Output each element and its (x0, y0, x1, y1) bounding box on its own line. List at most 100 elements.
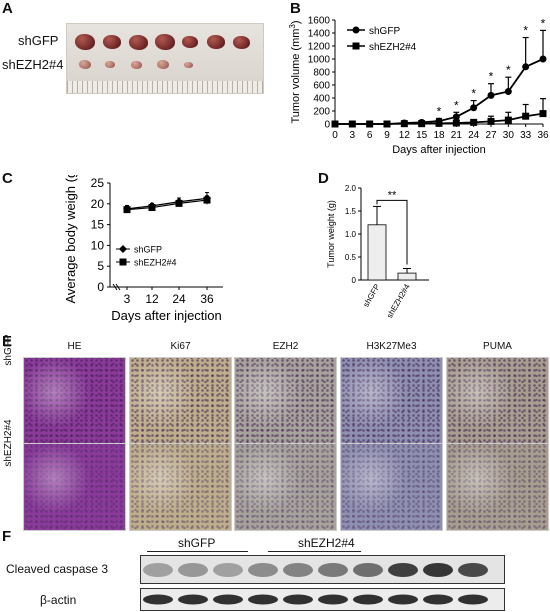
y-tick-label: 10 (91, 238, 105, 252)
band-actin (248, 594, 278, 605)
data-point-shEZH2#4 (331, 120, 339, 128)
data-point-shEZH2#4 (539, 110, 547, 118)
band-caspase (458, 563, 488, 577)
x-tick-label: shEZH2#4 (385, 282, 412, 320)
y-tick-label: 20 (91, 197, 105, 211)
tumor-shgfp (75, 34, 95, 50)
ihc-row-label-shezh2: shEZH2#4 (3, 419, 14, 467)
ihc-column-header: H3K27Me3 (366, 341, 417, 352)
band-actin (423, 594, 453, 605)
band-actin (213, 594, 243, 605)
tumor-photo (66, 23, 264, 94)
y-tick-label: 1600 (308, 16, 331, 27)
tumor-shezh2 (184, 61, 193, 68)
data-point-shEZH2#4 (175, 199, 183, 207)
x-tick-label: 24 (468, 130, 480, 141)
tumor-shezh2 (105, 61, 115, 68)
y-axis-label: Average body weigh (g) (63, 175, 78, 304)
y-axis-label: Tumor volume (mm3) (288, 20, 303, 123)
significance-star: * (523, 24, 528, 38)
panel-label-d: D (318, 170, 329, 187)
data-point-shGFP (539, 55, 547, 63)
x-tick-label: 30 (503, 130, 515, 141)
blot-group-shgfp: shGFP (178, 536, 216, 550)
band-actin (178, 594, 208, 605)
data-point-shEZH2#4 (383, 120, 391, 128)
axis-break (115, 283, 121, 291)
y-tick-label: 0 (352, 276, 357, 285)
band-actin (388, 594, 418, 605)
tumor-shgfp (207, 35, 225, 49)
x-tick-label: 3 (350, 130, 356, 141)
ihc-column-header: Ki67 (170, 341, 191, 352)
data-point-shEZH2#4 (366, 120, 374, 128)
ihc-column-header: HE (67, 341, 82, 352)
y-tick-label: 600 (313, 81, 330, 92)
x-axis-label: Days after injection (111, 308, 222, 323)
tumor-shezh2 (157, 60, 169, 69)
blot-row-label-caspase: Cleaved caspase 3 (6, 562, 109, 576)
legend-marker (119, 258, 127, 266)
tumor-weight-chart: 0 0.5 1.0 1.5 2.0 Tumor weight (g) shGFP shEZH2… (326, 184, 429, 320)
series-line-shGFP (126, 197, 208, 210)
x-tick-label: 15 (416, 130, 428, 141)
ihc-image-h3k27me3-shgfp (340, 357, 443, 445)
significance-star: * (506, 63, 511, 77)
x-tick-label: 9 (384, 130, 390, 141)
x-tick-label: 18 (433, 130, 445, 141)
photo-ruler (67, 81, 263, 93)
y-tick-label: 1400 (308, 29, 331, 40)
ihc-image-ezh2-shezh2#4 (234, 443, 337, 531)
significance-bracket (376, 199, 408, 265)
y-tick-label: 800 (313, 68, 330, 79)
ihc-image-ezh2-shgfp (234, 357, 337, 445)
band-caspase (283, 563, 313, 577)
y-axis-label: Tumor weight (g) (326, 200, 336, 268)
legend-marker (119, 245, 127, 253)
band-actin (143, 594, 173, 605)
legend-marker (352, 42, 360, 50)
y-tick-label: 1000 (308, 55, 331, 66)
y-tick-label: 1.5 (345, 207, 357, 216)
row-label-shgfp: shGFP (18, 33, 59, 48)
band-actin (283, 594, 313, 605)
tumor-shgfp (182, 36, 198, 48)
ihc-column-header: PUMA (483, 341, 512, 352)
row-label-shezh2: shEZH2#4 (2, 57, 64, 72)
band-caspase (353, 563, 383, 577)
ihc-image-puma-shgfp (446, 357, 549, 445)
bar-shEZH2#4 (397, 272, 417, 281)
significance-star: * (541, 16, 546, 30)
x-tick-label: 12 (145, 292, 159, 306)
data-point-shGFP (522, 63, 530, 71)
tumor-shgfp (103, 35, 121, 49)
ihc-image-ki67-shezh2#4 (129, 443, 232, 531)
data-point-shEZH2#4 (348, 120, 356, 128)
y-tick-label: 200 (313, 107, 330, 118)
ihc-column-header: EZH2 (272, 341, 299, 352)
y-tick-label: 1200 (308, 42, 331, 53)
panel-label-b: B (290, 0, 301, 17)
y-tick-label: 400 (313, 94, 330, 105)
data-point-shGFP (487, 91, 495, 99)
band-caspase (248, 563, 278, 577)
x-tick-label: 24 (172, 292, 186, 306)
series-line-shEZH2#4 (126, 199, 208, 211)
legend-label: shGFP (134, 245, 162, 255)
tumor-shgfp (129, 34, 148, 50)
data-point-shGFP (470, 104, 478, 112)
x-tick-label: 0 (332, 130, 338, 141)
panel-label-e: E (2, 333, 13, 350)
x-tick-label: shGFP (361, 283, 381, 309)
significance-star: * (489, 70, 494, 84)
data-point-shEZH2#4 (435, 119, 443, 127)
data-point-shEZH2#4 (504, 116, 512, 124)
y-tick-label: 0 (324, 120, 330, 131)
tumor-shezh2 (79, 60, 91, 69)
ihc-image-he-shgfp (23, 357, 126, 445)
data-point-shEZH2#4 (400, 120, 408, 128)
ihc-image-h3k27me3-shezh2#4 (340, 443, 443, 531)
body-weight-chart: 0 5 10 15 20 25 3 12 24 36 Days after injection Ave… (63, 175, 223, 323)
data-point-shEZH2#4 (452, 119, 460, 127)
